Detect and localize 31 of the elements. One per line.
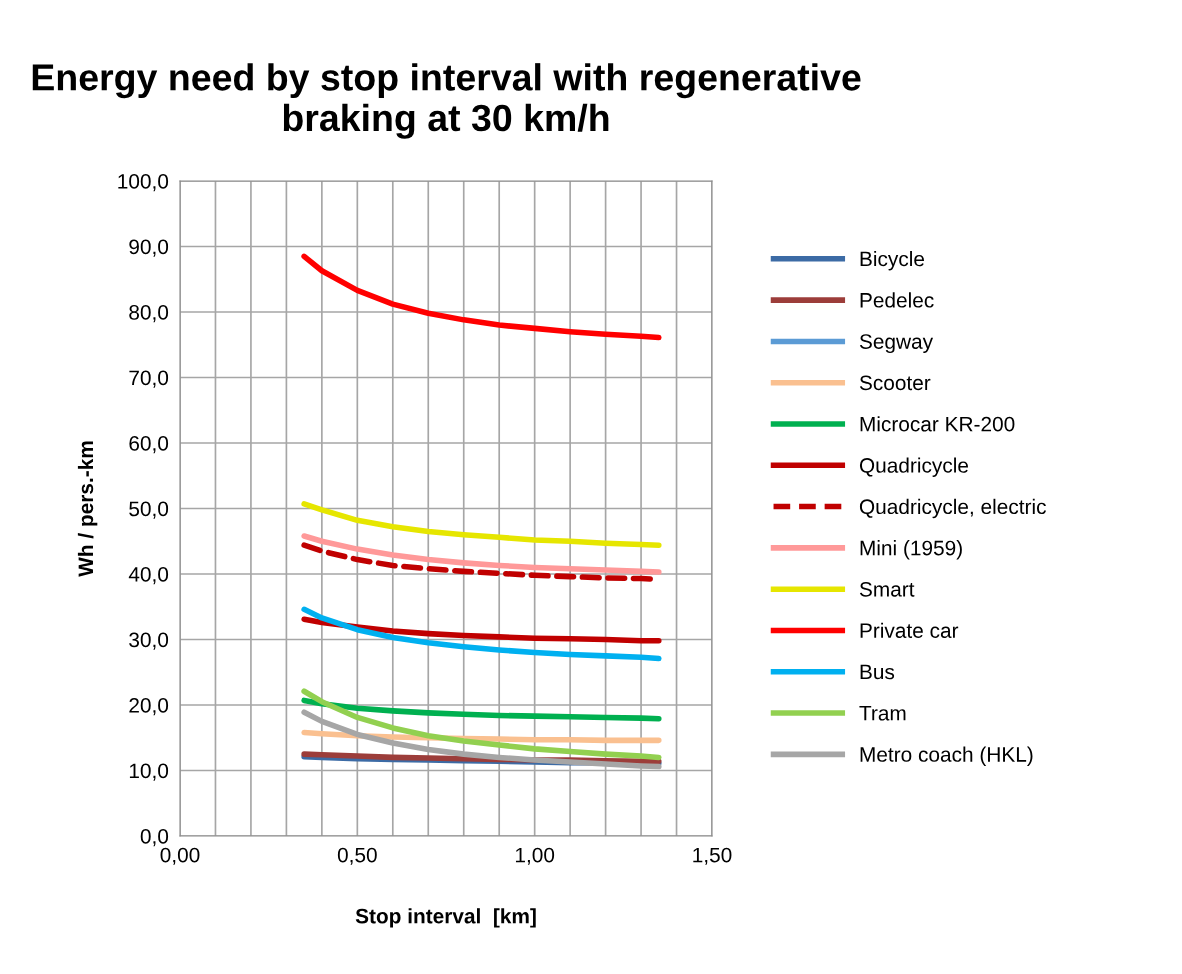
x-tick-label: 1,00 bbox=[515, 847, 555, 865]
legend-label: Private car bbox=[860, 622, 959, 638]
y-tick-label: 90,0 bbox=[129, 239, 169, 257]
x-tick-label: 0,00 bbox=[160, 847, 200, 865]
x-tick-label: 0,50 bbox=[337, 847, 377, 865]
legend-label: Pedelec bbox=[860, 292, 934, 308]
legend-label: Metro coach (HKL) bbox=[860, 746, 1033, 766]
y-tick-label: 40,0 bbox=[128, 567, 169, 585]
y-axis-title: Wh / pers.-km bbox=[77, 441, 98, 577]
legend-label: Quadricycle, electric bbox=[859, 498, 1046, 519]
y-tick-label: 30,0 bbox=[129, 632, 169, 650]
legend-label: Segway bbox=[859, 334, 934, 354]
y-tick-label: 80,0 bbox=[129, 305, 169, 323]
y-tick-label: 100,0 bbox=[118, 174, 169, 192]
y-tick-label: 70,0 bbox=[129, 370, 169, 388]
y-tick-label: 0,0 bbox=[140, 829, 169, 847]
x-axis-title: Stop interval [km] bbox=[355, 908, 536, 928]
chart-title: Energy need by stop interval with regenerative braking at 30 km/h bbox=[32, 63, 861, 139]
legend-label: Bus bbox=[860, 664, 895, 680]
y-tick-label: 20,0 bbox=[129, 698, 169, 716]
legend-label: Bicycle bbox=[860, 251, 925, 271]
y-tick-label: 50,0 bbox=[129, 501, 169, 519]
legend-label: Microcar KR-200 bbox=[860, 416, 1015, 432]
legend-label: Quadricycle bbox=[859, 457, 969, 477]
legend-label: Tram bbox=[859, 706, 906, 721]
legend-label: Mini (1959) bbox=[860, 540, 962, 560]
legend-label: Scooter bbox=[859, 375, 931, 391]
y-tick-label: 10,0 bbox=[129, 763, 169, 781]
y-tick-label: 60,0 bbox=[129, 436, 169, 454]
x-tick-label: 1,50 bbox=[693, 847, 732, 865]
legend-label: Smart bbox=[859, 581, 915, 597]
